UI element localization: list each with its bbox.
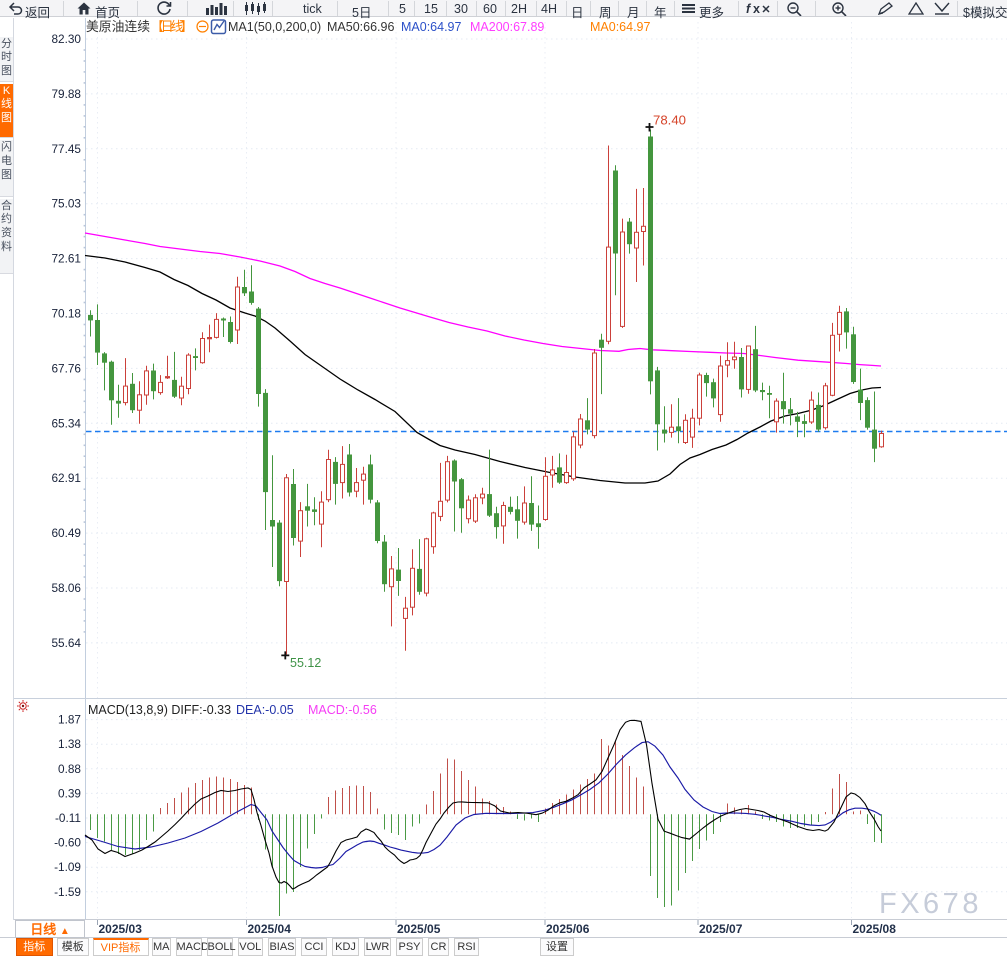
- svg-text:1.38: 1.38: [58, 737, 81, 751]
- svg-text:2025/07: 2025/07: [699, 922, 743, 936]
- svg-text:82.30: 82.30: [51, 32, 81, 46]
- svg-text:0.39: 0.39: [58, 786, 81, 800]
- svg-text:MACD:-0.56: MACD:-0.56: [308, 703, 377, 717]
- svg-text:DEA:-0.05: DEA:-0.05: [236, 703, 294, 717]
- svg-text:79.88: 79.88: [51, 87, 81, 101]
- svg-text:0.88: 0.88: [58, 762, 81, 776]
- svg-text:-0.60: -0.60: [54, 836, 81, 850]
- svg-text:67.76: 67.76: [51, 361, 81, 375]
- svg-text:2025/06: 2025/06: [546, 922, 590, 936]
- svg-text:MA1(50,0,200,0): MA1(50,0,200,0): [228, 20, 321, 34]
- svg-text:MA50:66.96: MA50:66.96: [327, 20, 394, 34]
- svg-text:55.12: 55.12: [290, 656, 321, 670]
- svg-text:2025/05: 2025/05: [397, 922, 441, 936]
- svg-text:1.87: 1.87: [58, 713, 81, 727]
- svg-text:70.18: 70.18: [51, 307, 81, 321]
- svg-text:58.06: 58.06: [51, 581, 81, 595]
- svg-text:FX678: FX678: [879, 888, 982, 920]
- svg-text:MA0:64.97: MA0:64.97: [401, 20, 462, 34]
- svg-text:78.40: 78.40: [653, 113, 686, 128]
- svg-text:77.45: 77.45: [51, 142, 81, 156]
- svg-text:-1.59: -1.59: [54, 885, 81, 899]
- svg-text:72.61: 72.61: [51, 252, 81, 266]
- svg-text:【日线】: 【日线】: [151, 19, 193, 34]
- svg-text:MA0:64.97: MA0:64.97: [590, 20, 651, 34]
- svg-text:75.03: 75.03: [51, 197, 81, 211]
- svg-text:-0.11: -0.11: [55, 811, 81, 825]
- svg-text:MA200:67.89: MA200:67.89: [470, 20, 544, 34]
- svg-text:美原油连续: 美原油连续: [86, 19, 150, 34]
- svg-text:2025/08: 2025/08: [853, 922, 897, 936]
- svg-text:2025/04: 2025/04: [248, 922, 292, 936]
- svg-text:-1.09: -1.09: [54, 860, 81, 874]
- svg-text:55.64: 55.64: [51, 636, 81, 650]
- svg-text:MACD(13,8,9) DIFF:-0.33: MACD(13,8,9) DIFF:-0.33: [88, 703, 231, 717]
- svg-text:60.49: 60.49: [51, 526, 81, 540]
- svg-text:2025/03: 2025/03: [99, 922, 143, 936]
- svg-text:62.91: 62.91: [51, 471, 81, 485]
- svg-text:65.34: 65.34: [51, 416, 81, 430]
